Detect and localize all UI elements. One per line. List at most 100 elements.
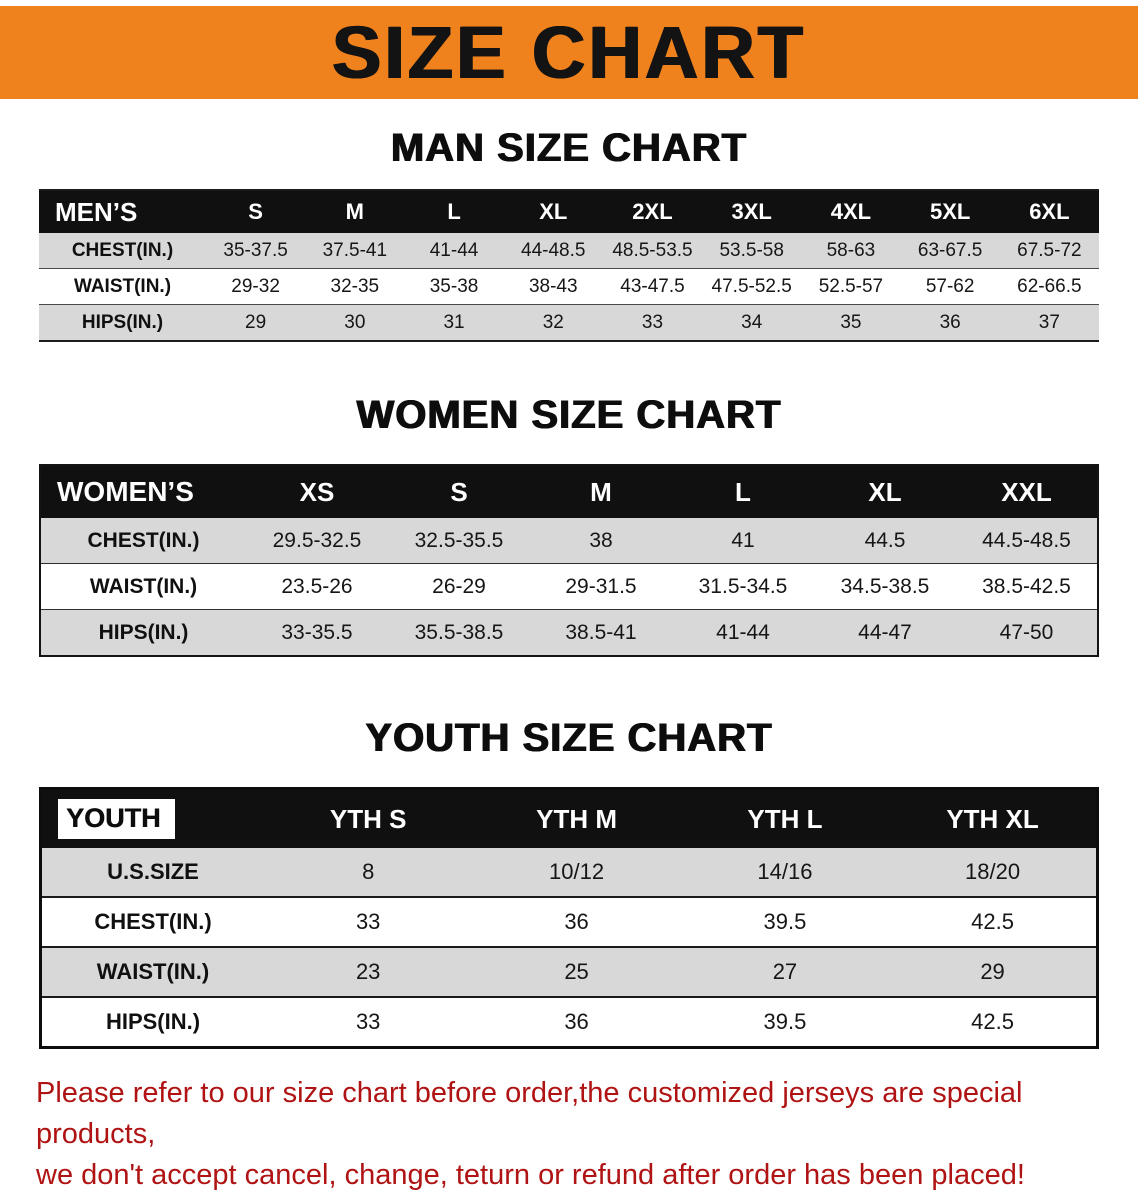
- men-size-table: MEN’S S M L XL 2XL 3XL 4XL 5XL 6XL CHEST(IN.) 35-37…: [39, 189, 1099, 342]
- women-value-cell: 26-29: [388, 563, 530, 610]
- youth-size-table: YOUTH YTH S YTH M YTH L YTH XL U.S.SIZE 8 10/12…: [39, 787, 1099, 1049]
- youth-value-cell: 36: [472, 997, 681, 1049]
- men-value-cell: 37: [999, 304, 1099, 342]
- women-row-chest-in: CHEST(IN.) 29.5-32.5 32.5-35.5 38 41 44.5 44.5…: [40, 518, 1098, 564]
- size-chart-title: SIZE CHART: [332, 11, 806, 94]
- men-size-header-xl: XL: [503, 190, 603, 233]
- youth-row-u-s-size: U.S.SIZE 8 10/12 14/16 18/20: [40, 848, 1098, 898]
- men-row-label: CHEST(IN.): [39, 233, 206, 269]
- men-size-header-3xl: 3XL: [702, 190, 802, 233]
- men-value-cell: 29: [206, 304, 306, 342]
- men-size-header-l: L: [404, 190, 504, 233]
- men-section-heading: MAN SIZE CHART: [390, 126, 748, 170]
- women-size-header-m: M: [530, 465, 672, 518]
- men-size-header-6xl: 6XL: [999, 190, 1099, 233]
- women-value-cell: 32.5-35.5: [388, 518, 530, 564]
- youth-value-cell: 27: [680, 947, 890, 998]
- women-value-cell: 41: [672, 518, 814, 564]
- women-row-label: CHEST(IN.): [40, 518, 246, 564]
- women-value-cell: 23.5-26: [246, 563, 388, 610]
- men-value-cell: 47.5-52.5: [702, 268, 802, 305]
- women-size-header-xl: XL: [814, 465, 956, 518]
- women-value-cell: 38.5-41: [530, 609, 672, 657]
- men-size-header-s: S: [206, 190, 306, 233]
- women-value-cell: 38: [530, 518, 672, 564]
- men-value-cell: 32-35: [305, 268, 405, 305]
- men-value-cell: 52.5-57: [801, 268, 901, 305]
- men-section: MAN SIZE CHART MEN’S S M L XL 2XL 3XL 4XL 5XL 6XL…: [0, 125, 1138, 342]
- men-value-cell: 67.5-72: [999, 233, 1099, 269]
- men-row-hips-in: HIPS(IN.) 29 30 31 32 33 34 35 36 37: [39, 304, 1099, 342]
- men-size-header-2xl: 2XL: [602, 190, 703, 233]
- men-row-chest-in: CHEST(IN.) 35-37.5 37.5-41 41-44 44-48.5 48.5…: [39, 233, 1099, 269]
- youth-row-chest-in: CHEST(IN.) 33 36 39.5 42.5: [40, 897, 1098, 948]
- youth-table-label-chip: YOUTH: [58, 799, 175, 839]
- youth-value-cell: 14/16: [680, 848, 890, 898]
- men-value-cell: 63-67.5: [900, 233, 1000, 269]
- women-size-header-xxl: XXL: [956, 465, 1098, 518]
- men-value-cell: 36: [900, 304, 1000, 342]
- women-value-cell: 44.5: [814, 518, 956, 564]
- men-size-header-5xl: 5XL: [900, 190, 1000, 233]
- men-size-header-m: M: [305, 190, 405, 233]
- women-value-cell: 41-44: [672, 609, 814, 657]
- youth-value-cell: 29: [889, 947, 1098, 998]
- men-value-cell: 57-62: [900, 268, 1000, 305]
- women-row-waist-in: WAIST(IN.) 23.5-26 26-29 29-31.5 31.5-34.5 34…: [40, 563, 1098, 610]
- women-row-label: WAIST(IN.): [40, 563, 246, 610]
- youth-value-cell: 33: [264, 897, 473, 948]
- disclaimer: Please refer to our size chart before or…: [36, 1073, 1102, 1197]
- men-value-cell: 37.5-41: [305, 233, 405, 269]
- youth-row-label: U.S.SIZE: [40, 848, 264, 898]
- youth-row-label: HIPS(IN.): [40, 997, 264, 1049]
- women-value-cell: 34.5-38.5: [814, 563, 956, 610]
- men-value-cell: 33: [602, 304, 703, 342]
- youth-row-waist-in: WAIST(IN.) 23 25 27 29: [40, 947, 1098, 998]
- men-value-cell: 38-43: [503, 268, 603, 305]
- women-value-cell: 35.5-38.5: [388, 609, 530, 657]
- men-value-cell: 35: [801, 304, 901, 342]
- women-value-cell: 44-47: [814, 609, 956, 657]
- women-table-label: WOMEN’S: [40, 465, 246, 518]
- size-chart-page: SIZE CHART MAN SIZE CHART MEN’S S M L XL 2XL 3…: [0, 6, 1138, 1197]
- youth-value-cell: 39.5: [680, 897, 890, 948]
- men-value-cell: 44-48.5: [503, 233, 603, 269]
- men-value-cell: 35-37.5: [206, 233, 306, 269]
- men-value-cell: 32: [503, 304, 603, 342]
- youth-table-label: YOUTH: [40, 788, 264, 848]
- men-value-cell: 58-63: [801, 233, 901, 269]
- youth-value-cell: 10/12: [472, 848, 681, 898]
- youth-size-header-yth-s: YTH S: [264, 788, 473, 848]
- women-size-table: WOMEN’S XS S M L XL XXL CHEST(IN.) 29.5-32.5 32.5…: [39, 464, 1099, 657]
- youth-value-cell: 8: [264, 848, 473, 898]
- youth-row-label: WAIST(IN.): [40, 947, 264, 998]
- men-value-cell: 62-66.5: [999, 268, 1099, 305]
- women-value-cell: 33-35.5: [246, 609, 388, 657]
- men-size-header-4xl: 4XL: [801, 190, 901, 233]
- men-row-label: WAIST(IN.): [39, 268, 206, 305]
- men-value-cell: 30: [305, 304, 405, 342]
- disclaimer-line-2: we don't accept cancel, change, teturn o…: [36, 1159, 1025, 1192]
- women-header-row: WOMEN’S XS S M L XL XXL: [40, 465, 1098, 518]
- youth-value-cell: 18/20: [889, 848, 1098, 898]
- youth-row-hips-in: HIPS(IN.) 33 36 39.5 42.5: [40, 997, 1098, 1049]
- men-table-label: MEN’S: [39, 190, 206, 233]
- men-value-cell: 53.5-58: [702, 233, 802, 269]
- youth-row-label: CHEST(IN.): [40, 897, 264, 948]
- women-size-header-xs: XS: [246, 465, 388, 518]
- women-size-header-l: L: [672, 465, 814, 518]
- women-row-label: HIPS(IN.): [40, 609, 246, 657]
- women-value-cell: 44.5-48.5: [956, 518, 1098, 564]
- men-value-cell: 43-47.5: [602, 268, 703, 305]
- men-value-cell: 48.5-53.5: [602, 233, 703, 269]
- youth-value-cell: 39.5: [680, 997, 890, 1049]
- men-header-row: MEN’S S M L XL 2XL 3XL 4XL 5XL 6XL: [39, 190, 1099, 233]
- size-chart-banner: SIZE CHART: [0, 6, 1138, 99]
- youth-value-cell: 42.5: [889, 997, 1098, 1049]
- women-value-cell: 38.5-42.5: [956, 563, 1098, 610]
- youth-header-row: YOUTH YTH S YTH M YTH L YTH XL: [40, 788, 1098, 848]
- youth-value-cell: 25: [472, 947, 681, 998]
- women-size-header-s: S: [388, 465, 530, 518]
- youth-section-heading: YOUTH SIZE CHART: [365, 716, 773, 760]
- women-value-cell: 31.5-34.5: [672, 563, 814, 610]
